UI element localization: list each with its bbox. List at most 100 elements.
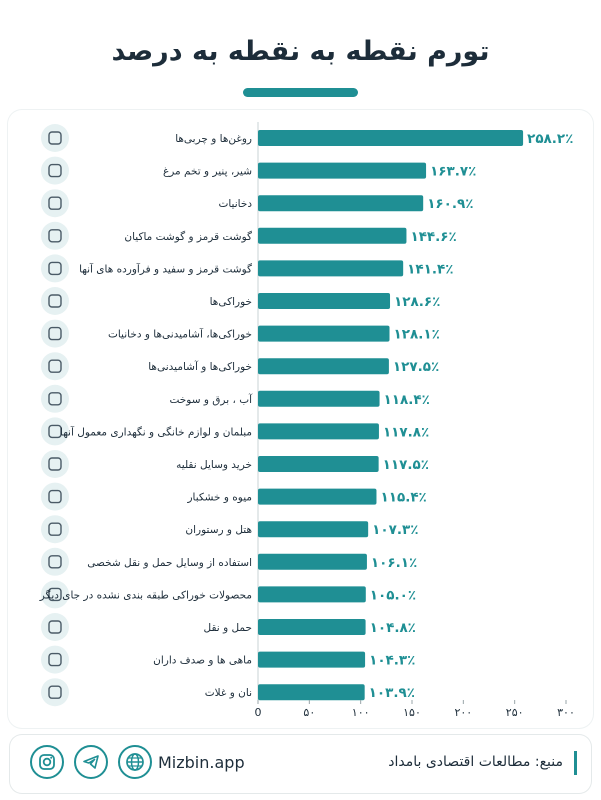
x-tick-label: ۲۰۰ [454,706,472,719]
category-label: استفاده از وسایل حمل و نقل شخصی [87,557,252,569]
fruit-kit-icon [41,482,69,511]
value-label: ۲۵۸.۲٪ [527,131,573,147]
wheat-icon-glyph [48,685,62,699]
truck-icon [41,613,69,641]
x-tick-label: ۲۵۰ [506,706,524,719]
value-label: ۱۴۴.۶٪ [410,229,456,245]
value-label: ۱۰۶.۱٪ [371,555,417,571]
category-label: خرید وسایل نقلیه [176,459,252,471]
meat-bowl-icon [41,254,69,283]
bar [258,553,367,570]
category-label: نان و غلات [205,687,252,699]
instagram-icon[interactable] [30,745,64,779]
bar [258,651,366,668]
footer: Mizbin.app منبع: مطالعات اقتصادی بامداد [10,735,591,793]
category-label: محصولات خوراکی طبقه بندی نشده در جای دیگ… [39,588,252,601]
bar [258,684,365,701]
milk-egg-icon-glyph [48,163,62,178]
bar [258,456,379,472]
bar [258,521,369,538]
value-label: ۱۰۴.۳٪ [369,653,415,669]
category-label: روغن‌ها و چربی‌ها [175,133,252,145]
category-label: ماهی ها و صدف داران [153,655,252,667]
cutlery-icon [41,352,69,381]
source-divider [574,751,577,775]
bar [258,586,366,603]
value-label: ۱۰۳.۹٪ [369,685,415,701]
category-label: هتل و رستوران [185,524,252,536]
globe-icon[interactable] [118,745,152,779]
oil-bottle-icon [41,124,69,152]
value-label: ۱۱۷.۸٪ [383,424,429,440]
food-icon-glyph [48,294,62,308]
value-label: ۱۲۸.۶٪ [394,294,440,310]
oil-bottle-icon-glyph [48,131,62,145]
water-power-icon [41,384,69,413]
bar [258,162,427,179]
shirt-icon-glyph [48,457,62,471]
bar [258,195,424,212]
bar [258,390,380,407]
category-label: گوشت قرمز و سفید و فرآورده های آنها [79,262,252,275]
milk-egg-icon [41,156,69,185]
source-text: منبع: مطالعات اقتصادی بامداد [388,754,563,770]
truck-icon-glyph [48,620,62,634]
shirt-icon [41,450,69,478]
site-link[interactable]: Mizbin.app [158,753,245,772]
category-label: خوراکی‌ها و آشامیدنی‌ها [148,360,252,373]
meat-bowl-icon-glyph [48,261,62,276]
category-label: خوراکی‌ها، آشامیدنی‌ها و دخانیات [108,328,252,341]
title-underline [243,88,358,97]
value-label: ۱۴۱.۴٪ [407,261,453,277]
category-label: گوشت قرمز و گوشت ماکیان [124,230,252,243]
hotel-icon [41,515,69,544]
meat-icon [41,221,69,250]
x-tick-label: ۵۰ [303,706,315,719]
bus-icon [41,547,69,576]
basket-icon [41,319,69,348]
category-label: آب ، برق و سوخت [170,393,254,406]
value-label: ۱۶۳.۷٪ [430,164,476,180]
bar [258,358,389,375]
cutlery-icon-glyph [48,359,62,373]
category-label: خوراکی‌ها [210,296,252,308]
bar [258,325,390,342]
x-tick-label: 0 [255,706,262,719]
category-label: دخانیات [218,198,252,210]
house-icon-glyph [48,424,62,439]
x-tick-label: ۱۵۰ [403,706,421,719]
house-icon [41,417,69,446]
value-label: ۱۱۵.۴٪ [380,490,426,506]
fish-icon-glyph [48,652,62,667]
category-label: شیر، پنیر و تخم مرغ [163,166,252,178]
value-label: ۱۰۵.۰٪ [370,587,416,603]
basket-icon-glyph [48,326,62,341]
bar [258,130,524,146]
tobacco-icon-glyph [48,196,62,210]
bus-icon-glyph [48,555,62,569]
bar [258,260,404,277]
bar [258,227,407,244]
value-label: ۱۶۰.۹٪ [427,196,473,212]
bar [258,293,391,309]
telegram-icon[interactable] [74,745,108,779]
x-tick-label: ۱۰۰ [352,706,370,719]
category-label: میوه و خشکبار [186,492,252,504]
value-label: ۱۰۴.۸٪ [370,620,416,636]
fish-icon [41,645,69,674]
category-label: حمل و نقل [204,622,252,634]
value-label: ۱۱۷.۵٪ [383,457,429,473]
tobacco-icon [41,189,69,218]
bar [258,488,377,505]
value-label: ۱۰۷.۳٪ [372,522,418,538]
value-label: ۱۲۸.۱٪ [394,327,440,343]
food-icon [41,287,69,315]
value-label: ۱۲۷.۵٪ [393,359,439,375]
category-label: مبلمان و لوازم خانگی و نگهداری معمول آنه… [60,425,252,438]
wheat-icon [41,678,69,707]
water-power-icon-glyph [48,392,62,406]
fruit-kit-icon-glyph [48,489,62,504]
page-title: تورم نقطه به نقطه به درصد [111,36,490,67]
